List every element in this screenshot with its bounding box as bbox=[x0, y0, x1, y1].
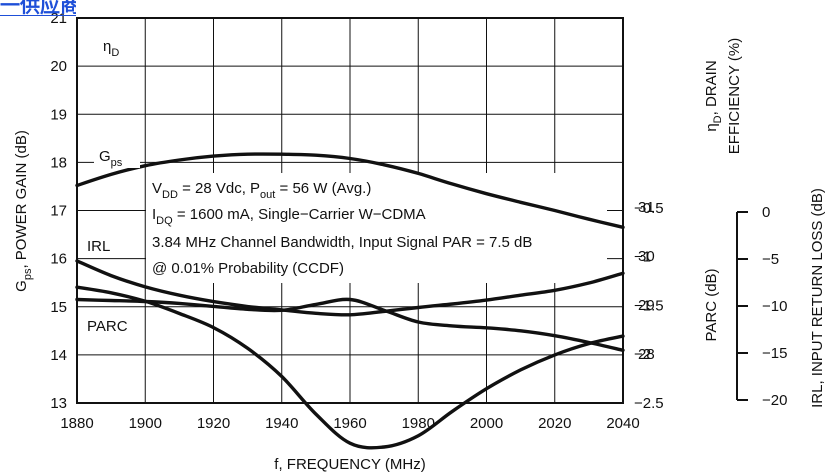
x-tick-label: 1940 bbox=[265, 415, 298, 432]
efficiency-tick-label: 29 bbox=[638, 297, 655, 314]
x-tick-labels: 1880 1900 1920 1940 1960 1980 2000 2020 2040 bbox=[60, 415, 639, 432]
left-y-tick-label: 21 bbox=[50, 10, 67, 27]
efficiency-tick-label: 31 bbox=[638, 199, 655, 216]
annotation-line-1: VDD = 28 Vdc, Pout = 56 W (Avg.) bbox=[152, 180, 371, 201]
left-y-tick-labels: 13 14 15 16 17 18 19 20 21 bbox=[50, 10, 67, 412]
left-y-axis-title: Gps, POWER GAIN (dB) bbox=[13, 130, 34, 292]
x-tick-label: 1960 bbox=[333, 415, 366, 432]
x-tick-label: 2040 bbox=[606, 415, 639, 432]
irl-tick-label: −10 bbox=[762, 298, 787, 315]
series-curves bbox=[75, 152, 625, 450]
series-label-parc: PARC bbox=[87, 318, 128, 335]
left-y-tick-label: 14 bbox=[50, 347, 67, 364]
parc-tick-label: −2.5 bbox=[634, 395, 664, 412]
parc-tick-label: −0.5 bbox=[634, 200, 664, 217]
x-tick-label: 1920 bbox=[197, 415, 230, 432]
left-y-tick-label: 19 bbox=[50, 106, 67, 123]
watermark-text: 一供应商 bbox=[0, 0, 76, 16]
irl-axis-title: IRL, INPUT RETURN LOSS (dB) bbox=[809, 188, 826, 408]
parc-axis-title: PARC (dB) bbox=[703, 268, 720, 341]
series-label-bg-irl bbox=[84, 234, 130, 256]
irl-tick-label: −5 bbox=[762, 251, 779, 268]
irl-tick-label: 0 bbox=[762, 204, 770, 221]
efficiency-axis-title-line-2: EFFICIENCY (%) bbox=[726, 38, 743, 154]
left-y-tick-label: 18 bbox=[50, 154, 67, 171]
irl-curve bbox=[75, 285, 625, 450]
efficiency-tick-label: 28 bbox=[638, 346, 655, 363]
parc-tick-label: −1.5 bbox=[634, 297, 664, 314]
series-label-bg-eta bbox=[95, 31, 135, 58]
series-label-bg-parc bbox=[84, 314, 140, 336]
x-tick-label: 1980 bbox=[402, 415, 435, 432]
annotation-line-3: 3.84 MHz Channel Bandwidth, Input Signal… bbox=[152, 234, 532, 251]
x-tick-label: 2000 bbox=[470, 415, 503, 432]
irl-tick-label: −20 bbox=[762, 392, 787, 409]
x-axis-title: f, FREQUENCY (MHz) bbox=[274, 456, 425, 473]
left-y-tick-label: 17 bbox=[50, 203, 67, 220]
efficiency-axis-title-line-1: ηD, DRAIN bbox=[703, 60, 724, 131]
annotation-box bbox=[146, 173, 607, 283]
watermark-underline bbox=[0, 15, 76, 16]
right-y-tick-labels: 28 29 30 31−0.5 −1 −1.5 −2 −2.5 bbox=[634, 199, 664, 412]
watermark: 一供应商 bbox=[0, 0, 76, 16]
x-tick-label: 1880 bbox=[60, 415, 93, 432]
irl-axis: 0 −5 −10 −15 −20 bbox=[736, 204, 787, 409]
irl-tick-label: −15 bbox=[762, 345, 787, 362]
left-y-tick-label: 13 bbox=[50, 395, 67, 412]
annotation-line-2: IDQ = 1600 mA, Single−Carrier W−CDMA bbox=[152, 206, 426, 227]
efficiency-curve bbox=[75, 259, 625, 317]
efficiency-tick-label: 30 bbox=[638, 248, 655, 265]
parc-curve bbox=[75, 297, 625, 352]
annotation-line-4: @ 0.01% Probability (CCDF) bbox=[152, 260, 344, 277]
left-y-tick-label: 15 bbox=[50, 299, 67, 316]
parc-tick-label: −1 bbox=[634, 249, 651, 266]
series-label-eta: ηD bbox=[103, 38, 119, 59]
parc-tick-label: −2 bbox=[634, 346, 651, 363]
series-label-bg-gps bbox=[94, 142, 140, 168]
left-y-tick-label: 16 bbox=[50, 251, 67, 268]
series-label-gps: Gps bbox=[99, 148, 123, 169]
x-tick-label: 2020 bbox=[538, 415, 571, 432]
left-y-tick-label: 20 bbox=[50, 58, 67, 75]
x-tick-label: 1900 bbox=[129, 415, 162, 432]
series-label-irl: IRL bbox=[87, 238, 110, 255]
gain-curve bbox=[75, 152, 625, 229]
